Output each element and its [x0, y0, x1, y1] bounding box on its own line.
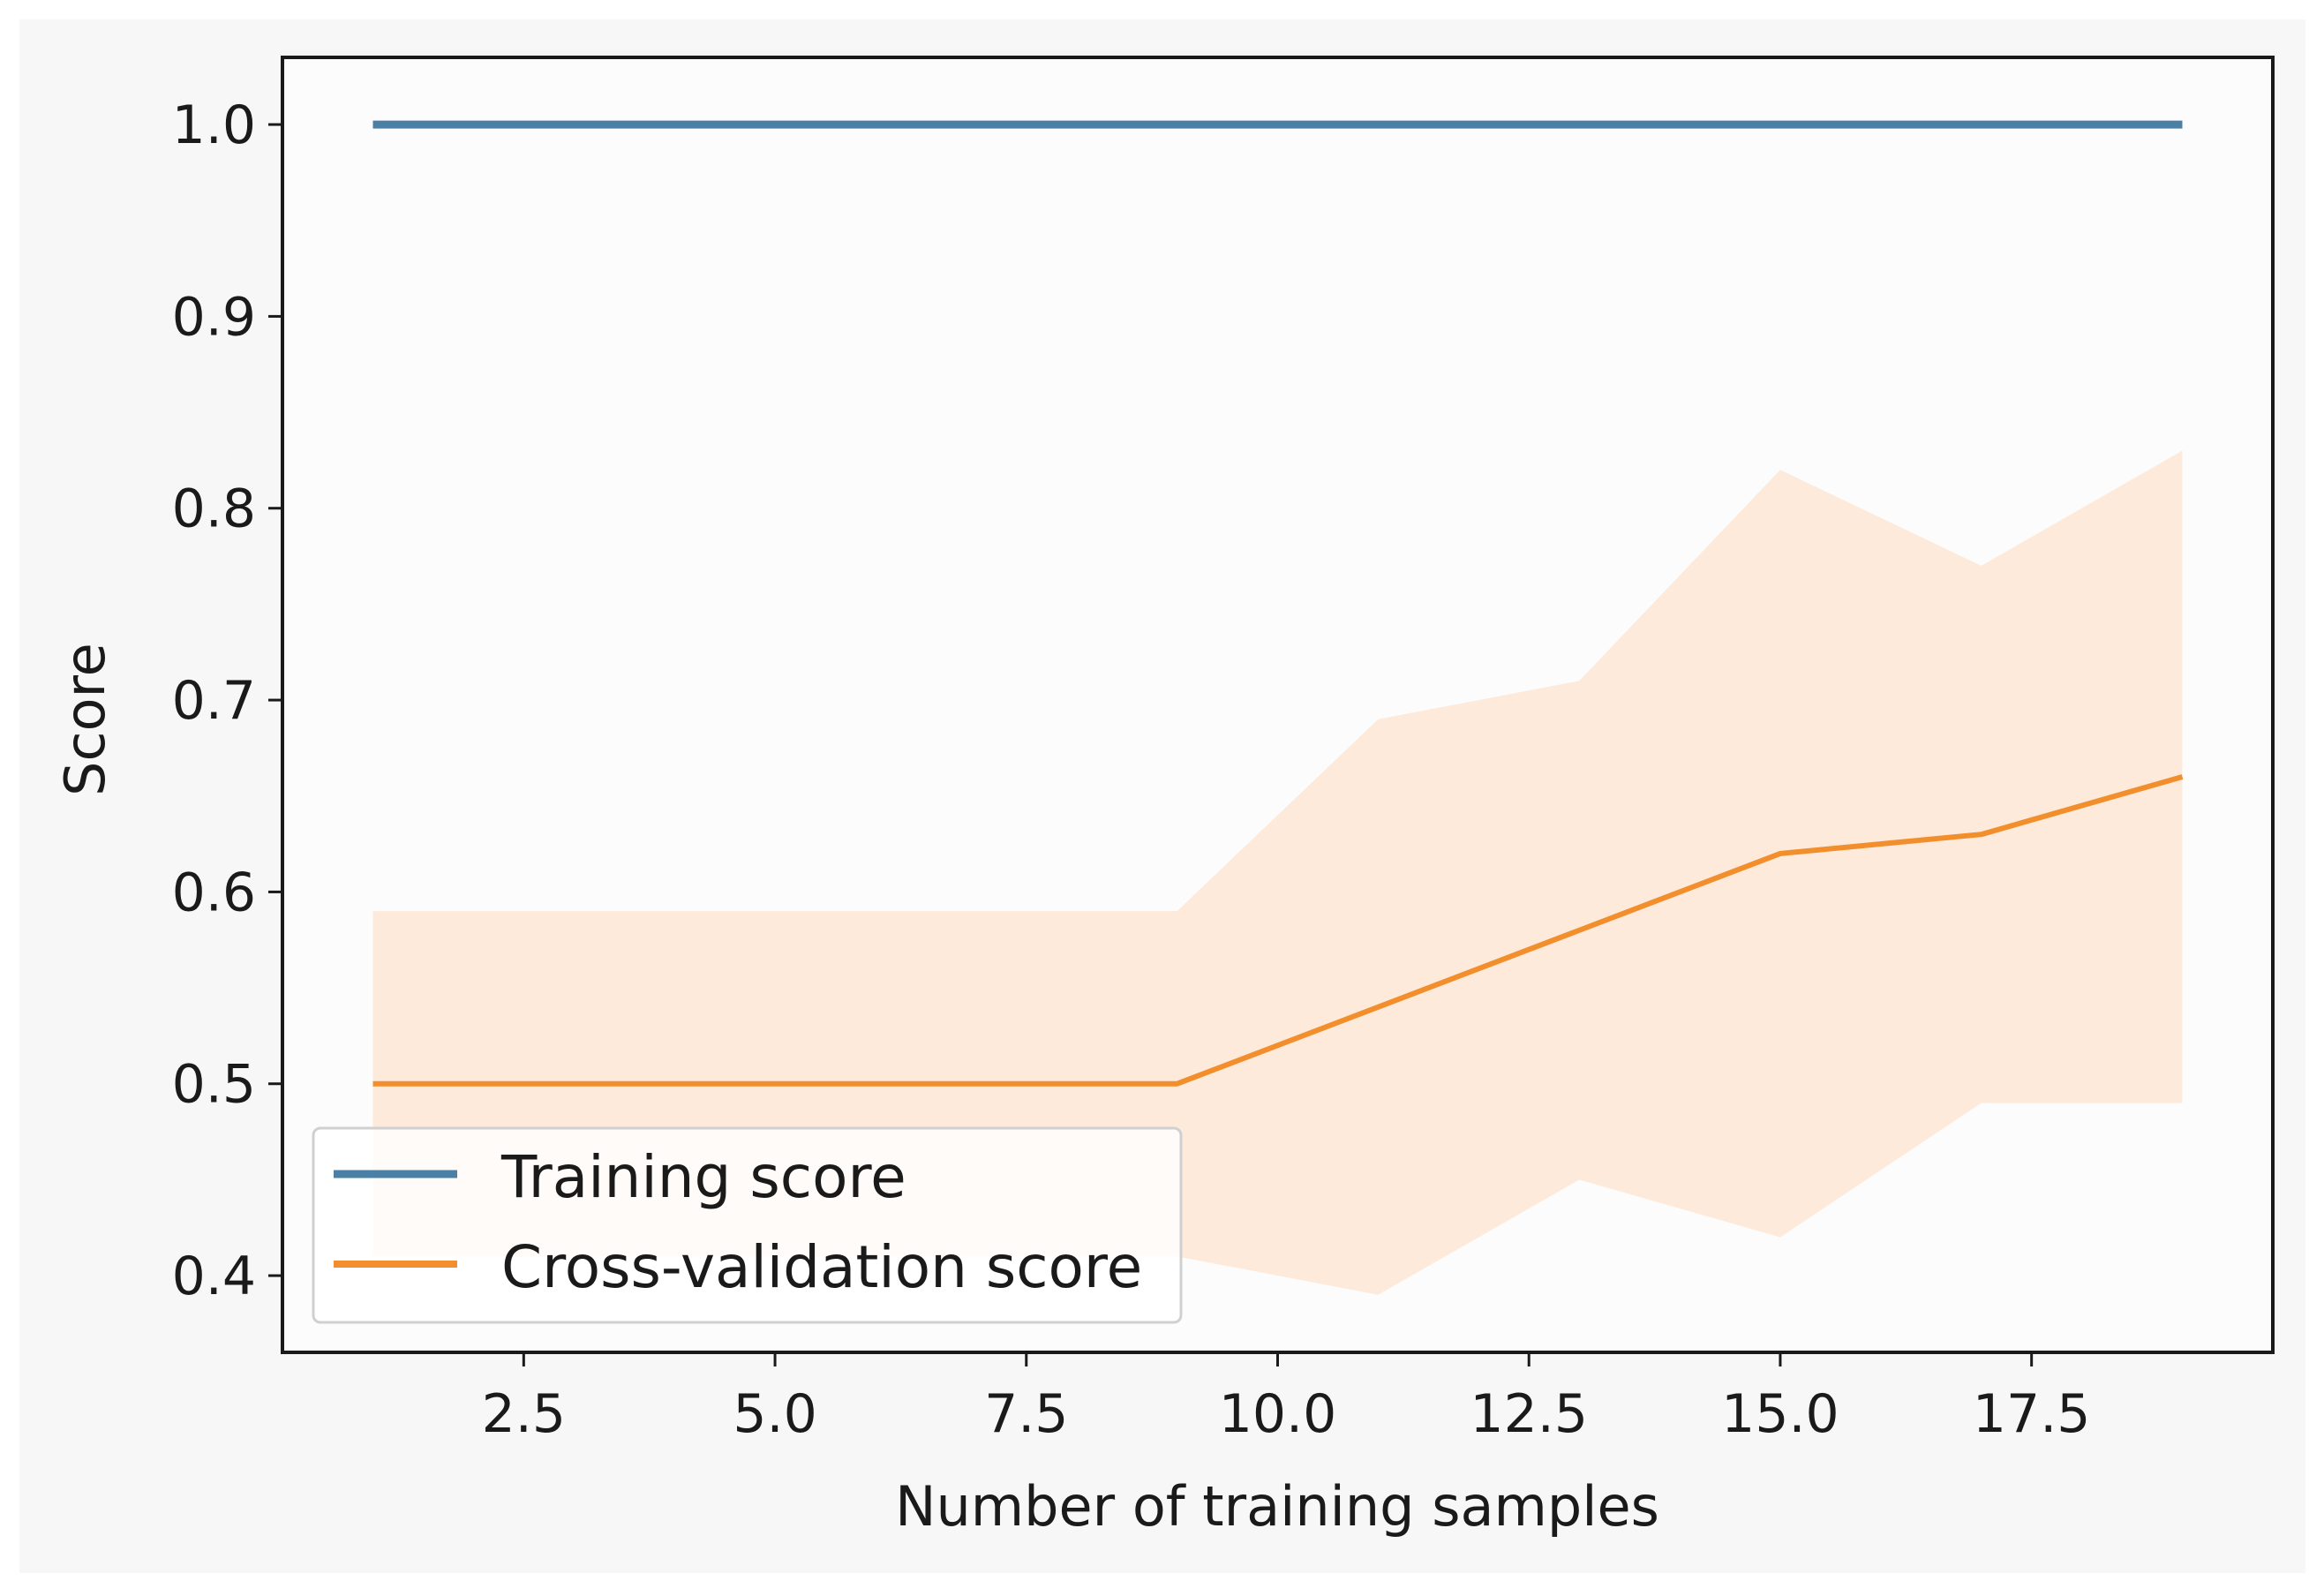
y-axis-label: Score [53, 643, 117, 796]
training-score-point [372, 124, 374, 125]
cross-validation-score-point [1578, 930, 1580, 931]
training-score-point [1177, 124, 1178, 125]
cross-validation-score-point [1177, 1083, 1178, 1085]
legend-box [312, 1126, 1183, 1324]
training-score-point [1779, 124, 1781, 125]
training-score-point [1377, 124, 1379, 125]
training-score-point [1578, 124, 1580, 125]
cross-validation-score-point [1377, 1006, 1379, 1008]
x-tick-label: 15.0 [1721, 1383, 1839, 1445]
cross-validation-score-point [1779, 853, 1781, 854]
training-score-point [774, 124, 776, 125]
y-axis-ticks: 0.4 0.5 0.6 0.7 0.8 0.9 1.0 [172, 94, 282, 1307]
y-tick-label: 0.5 [172, 1054, 256, 1116]
cross-validation-score-point [2182, 776, 2184, 778]
cross-validation-score-point [573, 1083, 575, 1085]
training-score-point [975, 124, 977, 125]
cross-validation-score-point [774, 1083, 776, 1085]
y-tick-label: 0.6 [172, 862, 256, 923]
legend-label-training-score: Training score [500, 1143, 906, 1211]
cross-validation-score-point [1981, 833, 1982, 835]
x-tick-label: 12.5 [1470, 1383, 1588, 1445]
x-tick-label: 5.0 [733, 1383, 816, 1445]
training-score-point [573, 124, 575, 125]
cross-validation-score-point [975, 1083, 977, 1085]
legend-label-cross-validation-score: Cross-validation score [501, 1233, 1142, 1301]
x-tick-label: 17.5 [1973, 1383, 2091, 1445]
x-tick-label: 10.0 [1219, 1383, 1337, 1445]
y-tick-label: 0.8 [172, 478, 256, 540]
x-tick-label: 7.5 [984, 1383, 1068, 1445]
training-score-point [1981, 124, 1982, 125]
legend: Training score Cross-validation score [312, 1126, 1183, 1324]
y-tick-label: 1.0 [172, 94, 256, 156]
y-tick-label: 0.9 [172, 286, 256, 348]
x-axis-label: Number of training samples [895, 1474, 1659, 1539]
cross-validation-score-point [372, 1083, 374, 1085]
series-line-layer [372, 120, 2184, 1087]
x-axis-ticks: 2.5 5.0 7.5 10.0 12.5 15.0 17.5 [482, 1352, 2091, 1445]
cross-validation-score-line [372, 774, 2184, 1087]
y-tick-label: 0.4 [172, 1246, 256, 1307]
x-tick-label: 2.5 [482, 1383, 566, 1445]
y-tick-label: 0.7 [172, 670, 256, 732]
training-score-point [2182, 124, 2184, 125]
